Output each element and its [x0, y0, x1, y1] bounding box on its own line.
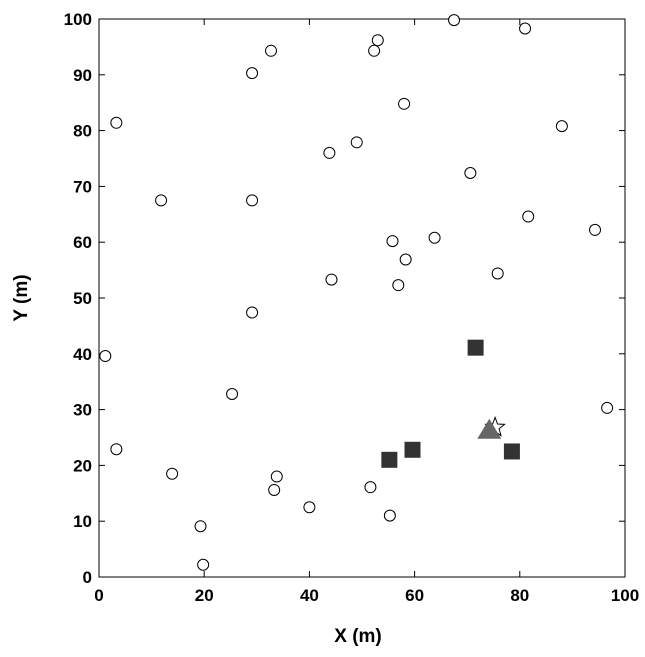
point-circle: [246, 306, 259, 319]
x-tick-label: 40: [300, 586, 319, 605]
point-circle: [350, 136, 363, 149]
x-tick-label: 100: [611, 586, 639, 605]
y-tick-label: 60: [73, 233, 92, 252]
y-tick-label: 20: [73, 456, 92, 475]
point-circle: [303, 501, 316, 514]
point-circle: [246, 194, 259, 207]
y-tick-label: 100: [64, 10, 92, 29]
point-circle: [399, 253, 412, 266]
point-circle: [428, 231, 441, 244]
x-tick-label: 60: [405, 586, 424, 605]
point-circle: [270, 470, 283, 483]
point-circle: [522, 210, 535, 223]
point-circle: [448, 14, 461, 27]
axis-ticks: 0 20 40 60 80 100 0 10 20 30 40 50 60 70 80 90 100: [64, 10, 640, 605]
point-triangle: [477, 418, 502, 439]
point-square: [404, 441, 421, 458]
point-square: [503, 443, 520, 460]
point-circle: [197, 558, 210, 571]
y-tick-label: 30: [73, 401, 92, 420]
point-circle: [555, 120, 568, 133]
x-tick-label: 20: [195, 586, 214, 605]
point-circle: [601, 401, 614, 414]
y-tick-label: 40: [73, 345, 92, 364]
point-circle: [589, 223, 602, 236]
point-circle: [323, 146, 336, 159]
point-circle: [155, 194, 168, 207]
point-circle: [398, 97, 411, 110]
y-tick-label: 80: [73, 122, 92, 141]
point-circle: [519, 22, 532, 35]
x-axis-title: X (m): [334, 626, 382, 647]
point-circle: [325, 273, 338, 286]
y-tick-label: 90: [73, 66, 92, 85]
point-circle: [464, 167, 477, 180]
plot-area-frame: [98, 18, 626, 578]
point-circle: [268, 483, 281, 496]
point-circle: [392, 279, 405, 292]
point-circle: [194, 520, 207, 533]
point-circle: [386, 235, 399, 248]
point-circle: [491, 267, 504, 280]
point-circle: [226, 387, 239, 400]
point-circle: [246, 67, 259, 80]
point-circle: [364, 481, 377, 494]
x-tick-label: 0: [94, 586, 103, 605]
y-tick-label: 10: [73, 512, 92, 531]
point-circle: [383, 509, 396, 522]
point-circle: [166, 467, 179, 480]
point-circle: [110, 443, 123, 456]
point-circle: [99, 350, 112, 363]
x-tick-label: 80: [510, 586, 529, 605]
point-square: [381, 451, 398, 468]
y-tick-label: 70: [73, 177, 92, 196]
point-circle: [265, 44, 278, 57]
point-circle: [110, 116, 123, 129]
point-circle: [371, 34, 384, 47]
y-axis-title: Y (m): [11, 274, 32, 321]
data-points: [99, 14, 614, 571]
y-tick-label: 0: [83, 568, 92, 587]
point-circle: [368, 44, 381, 57]
y-tick-label: 50: [73, 289, 92, 308]
point-square: [467, 339, 484, 356]
